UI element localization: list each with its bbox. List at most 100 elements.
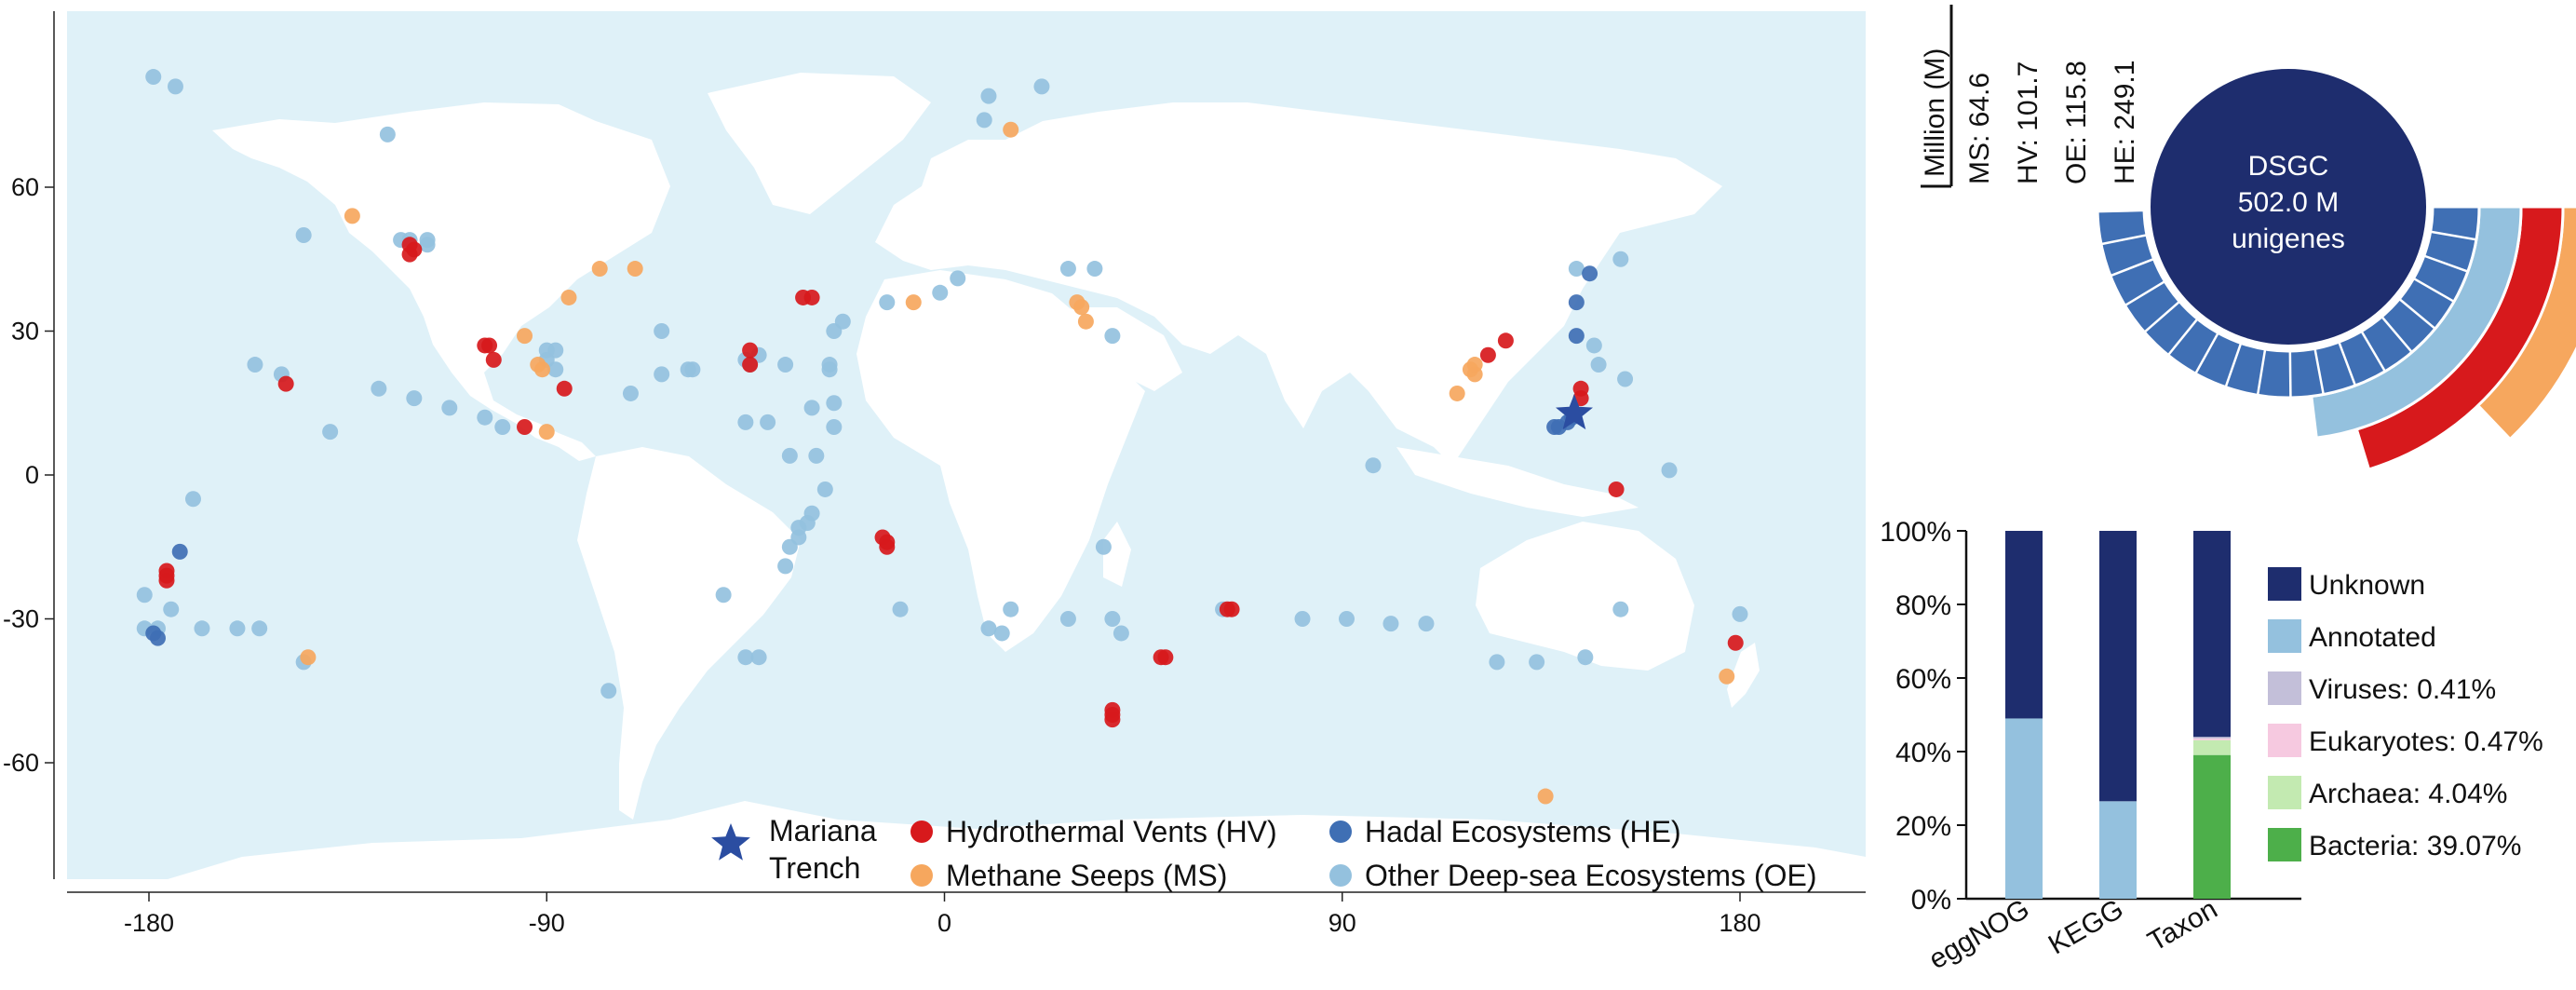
bar-legend-label: Eukaryotes: 0.47% — [2309, 726, 2543, 757]
point-hv — [879, 534, 896, 550]
point-ms — [344, 208, 360, 224]
southeast-asia-islands — [1396, 447, 1639, 517]
point-he — [1568, 294, 1585, 311]
bar-y-tick-label: 100% — [1880, 517, 1951, 548]
point-oe — [1529, 654, 1545, 671]
legend-he-label: Hadal Ecosystems (HE) — [1365, 815, 1681, 848]
point-ms — [1003, 121, 1019, 138]
point-oe — [1732, 605, 1748, 622]
mariana-star-marker — [1556, 394, 1593, 430]
bar-legend-swatch — [2268, 828, 2301, 861]
bar-segment-kegg — [2099, 801, 2137, 899]
dsgc-core-line3: unigenes — [2232, 224, 2345, 254]
y-tick-label: -30 — [3, 605, 39, 633]
point-oe — [406, 390, 423, 407]
point-hv — [1479, 346, 1496, 363]
greenland — [708, 73, 931, 214]
point-he — [1582, 265, 1598, 282]
legend-hv-dot — [910, 820, 933, 843]
bars — [2005, 531, 2231, 899]
bar-x-labels: eggNOG KEGG Taxon — [1923, 893, 2222, 975]
point-oe — [1059, 261, 1076, 278]
point-hv — [1223, 601, 1240, 617]
point-oe — [229, 620, 246, 637]
point-hv — [742, 342, 759, 359]
he-ring-divider — [2398, 298, 2436, 330]
point-oe — [737, 649, 754, 666]
point-ms — [1466, 357, 1483, 373]
point-ms — [1077, 313, 1094, 330]
bar-y-axis: 100% 80% 60% 40% 20% 0% — [1880, 517, 2301, 915]
dsgc-label-hv: HV: 101.7 — [2013, 61, 2043, 184]
y-tick-label: 0 — [25, 461, 39, 489]
point-oe — [654, 323, 670, 339]
point-oe — [295, 227, 312, 243]
x-tick-label: -180 — [124, 909, 174, 937]
bar-segment-kegg — [2099, 531, 2137, 802]
map-legend: Mariana Trench Hydrothermal Vents (HV) M… — [711, 814, 1816, 892]
point-oe — [803, 400, 820, 416]
legend-ms-label: Methane Seeps (MS) — [946, 859, 1227, 892]
he-ring-divider — [2194, 332, 2219, 374]
point-hv — [158, 567, 175, 584]
point-oe — [834, 313, 851, 330]
point-oe — [1104, 328, 1121, 345]
point-oe — [163, 601, 180, 617]
bar-segment-eggnog — [2005, 531, 2043, 719]
y-tick-label: 30 — [11, 318, 39, 346]
point-hv — [517, 419, 533, 435]
point-oe — [826, 419, 843, 435]
point-oe — [1585, 337, 1602, 354]
bar-y-tick-label: 80% — [1895, 590, 1951, 621]
point-oe — [680, 361, 696, 378]
he-ring-divider — [2412, 277, 2455, 303]
legend-hv-label: Hydrothermal Vents (HV) — [946, 815, 1277, 848]
point-oe — [777, 558, 794, 575]
he-ring-divider — [2338, 341, 2357, 387]
point-ms — [1449, 385, 1465, 401]
legend-ms-dot — [910, 864, 933, 887]
stacked-bar-panel: 100% 80% 60% 40% 20% 0% eggNOG KEGG Taxon Unkno… — [1880, 517, 2543, 975]
point-oe — [1365, 457, 1382, 474]
point-hv — [1608, 481, 1625, 497]
north-america — [212, 102, 670, 461]
point-he — [1568, 328, 1585, 345]
x-tick-label: 180 — [1719, 909, 1760, 937]
point-oe — [980, 88, 997, 104]
point-oe — [477, 409, 493, 426]
point-oe — [892, 601, 909, 617]
point-hv — [1104, 707, 1121, 723]
point-ms — [530, 357, 546, 373]
point-he — [171, 543, 188, 560]
bar-legend-label: Unknown — [2309, 570, 2425, 601]
point-oe — [1612, 601, 1629, 617]
bar-segment-taxon — [2193, 737, 2231, 739]
point-oe — [1294, 611, 1311, 627]
point-oe — [760, 414, 776, 430]
point-oe — [826, 395, 843, 412]
point-ms — [538, 424, 555, 441]
he-ring-divider — [2380, 316, 2413, 353]
australia — [1476, 522, 1694, 671]
x-tick-label: -90 — [529, 909, 565, 937]
bar-segment-taxon — [2193, 531, 2231, 738]
dsgc-label-oe: OE: 115.8 — [2061, 61, 2092, 184]
point-hv — [277, 375, 294, 392]
point-ms — [560, 289, 577, 305]
point-oe — [715, 587, 732, 603]
bar-y-tick-label: 60% — [1895, 664, 1951, 695]
point-oe — [441, 400, 458, 416]
point-ms — [627, 261, 643, 278]
point-oe — [1113, 625, 1129, 642]
point-oe — [750, 649, 767, 666]
he-ring-divider — [2224, 342, 2243, 388]
bar-segment-taxon — [2193, 738, 2231, 740]
land-masses — [168, 73, 1866, 879]
point-hv — [1497, 332, 1514, 349]
point-oe — [993, 625, 1010, 642]
point-oe — [322, 424, 339, 441]
world-map-panel — [67, 11, 1866, 879]
point-oe — [622, 385, 639, 401]
africa — [856, 270, 1145, 652]
point-hv — [1153, 649, 1169, 666]
